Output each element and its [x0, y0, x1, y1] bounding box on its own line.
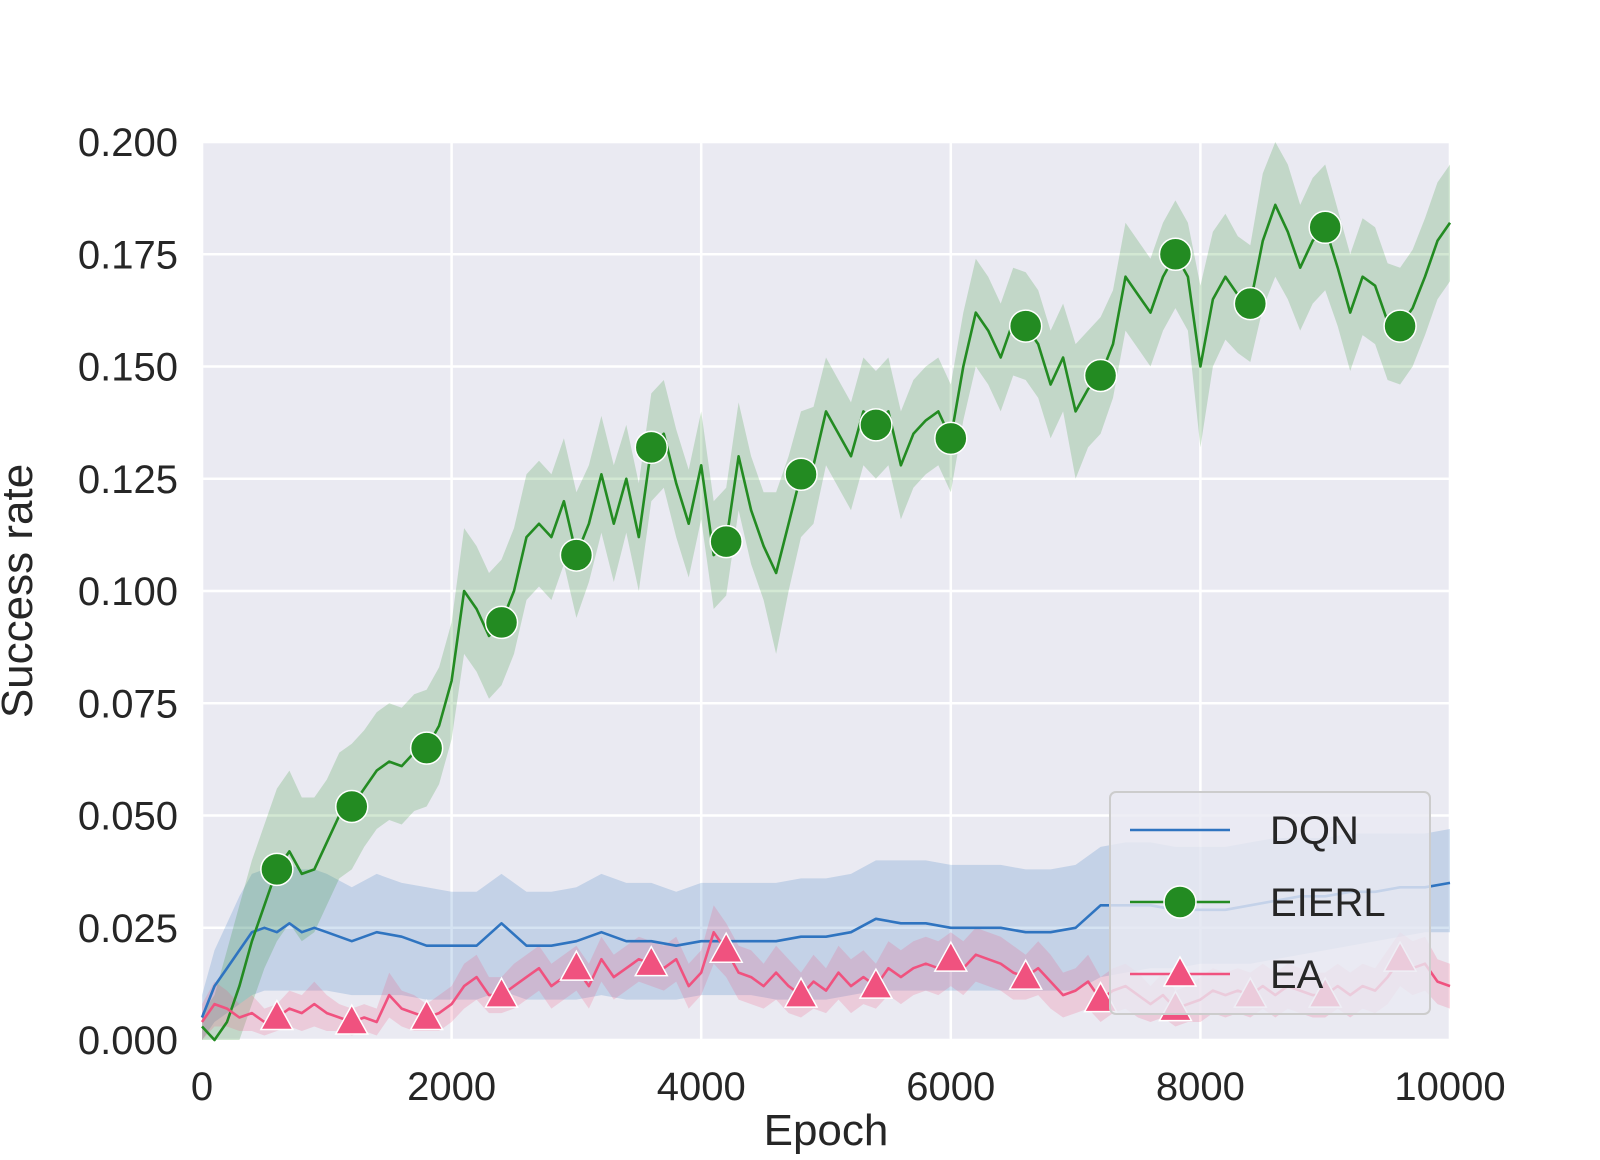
eierl-marker — [1158, 237, 1193, 271]
x-tick-label: 4000 — [657, 1065, 746, 1109]
legend-eierl-marker — [1163, 885, 1197, 919]
legend-eierl-label: EIERL — [1270, 881, 1386, 925]
x-tick-label: 8000 — [1156, 1065, 1245, 1109]
eierl-marker — [484, 605, 519, 640]
ea-marker — [708, 931, 744, 963]
ea-marker — [1083, 981, 1118, 1013]
y-tick-label: 0.100 — [78, 570, 178, 614]
x-axis-label: Epoch — [764, 1106, 889, 1155]
ea-marker — [334, 1003, 370, 1035]
ea-marker — [783, 976, 819, 1008]
eierl-marker — [409, 731, 444, 765]
legend-ea-label: EA — [1270, 953, 1324, 997]
y-tick-label: 0.025 — [78, 907, 178, 951]
eierl-marker — [1383, 309, 1417, 343]
eierl-marker — [1233, 286, 1268, 321]
x-tick-label: 0 — [191, 1065, 213, 1109]
x-tick-label: 10000 — [1394, 1065, 1505, 1109]
ea-marker — [1008, 958, 1043, 990]
y-tick-labels: 0.000 0.025 0.050 0.075 0.100 0.125 0.150 0.175… — [78, 121, 178, 1063]
eierl-marker — [634, 430, 669, 465]
eierl-marker — [1008, 309, 1043, 343]
eierl-marker — [934, 421, 968, 456]
y-tick-label: 0.150 — [78, 346, 178, 390]
eierl-marker — [709, 524, 743, 559]
ea-marker — [933, 940, 969, 972]
y-axis-label: Success rate — [0, 464, 42, 718]
eierl-marker — [1308, 210, 1342, 245]
x-tick-labels: 0 2000 4000 6000 8000 10000 — [191, 1065, 1506, 1109]
eierl-marker — [260, 852, 294, 887]
y-tick-label: 0.050 — [78, 795, 178, 839]
ea-marker — [484, 976, 519, 1008]
y-tick-label: 0.125 — [78, 458, 178, 502]
grid — [200, 140, 1452, 1042]
legend: DQN EIERL EA — [1109, 791, 1431, 1015]
ea-marker — [259, 998, 295, 1031]
y-tick-label: 0.200 — [78, 121, 178, 165]
x-tick-label: 6000 — [906, 1065, 995, 1109]
legend-dqn-label: DQN — [1270, 809, 1359, 853]
eierl-marker — [859, 408, 893, 442]
y-tick-label: 0.175 — [78, 233, 178, 277]
x-tick-label: 2000 — [407, 1065, 496, 1109]
ea-marker — [858, 967, 894, 999]
legend-ea-marker — [1162, 955, 1198, 987]
legend-box — [1109, 791, 1431, 1015]
eierl-marker — [1083, 358, 1118, 393]
series-markers — [259, 210, 1418, 1035]
eierl-marker — [559, 538, 594, 572]
ea-marker — [634, 945, 669, 977]
eierl-marker — [335, 789, 369, 824]
ea-marker — [559, 949, 594, 981]
ea-marker — [409, 998, 444, 1031]
eierl-marker — [784, 457, 818, 492]
y-tick-label: 0.075 — [78, 682, 178, 726]
y-tick-label: 0.000 — [78, 1019, 178, 1063]
